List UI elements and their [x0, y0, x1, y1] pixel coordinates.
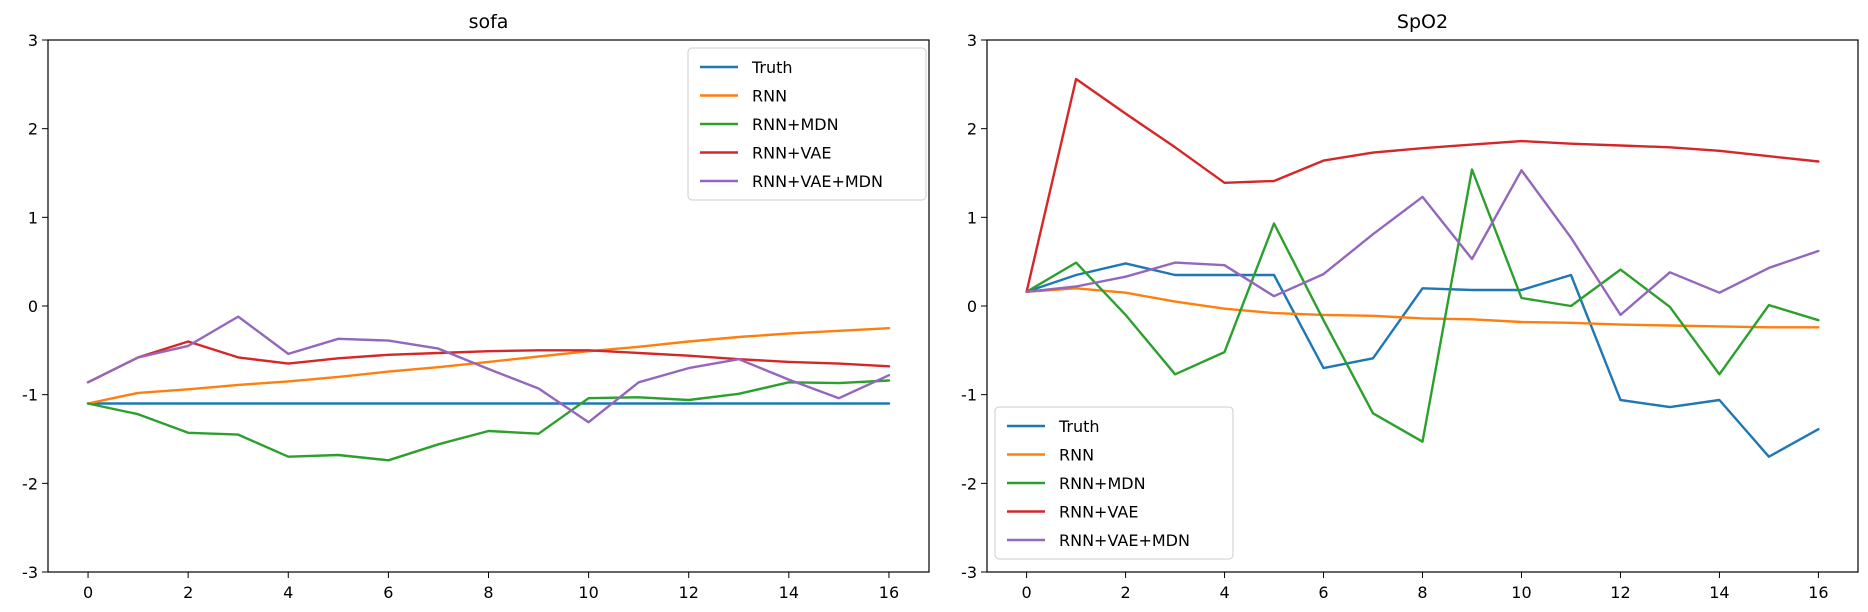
chart-2-xtick-label: 2 — [1120, 583, 1130, 602]
chart-2-legend-label: RNN+VAE+MDN — [1059, 531, 1190, 550]
chart-2-xtick-label: 14 — [1709, 583, 1729, 602]
chart-2-legend: Truth RNN RNN+MDN RNN+VAE RNN+VAE+MDN — [994, 406, 1234, 560]
chart-2-legend-label: RNN+MDN — [1059, 474, 1146, 493]
chart-1-xtick-label: 6 — [383, 583, 393, 602]
chart-1-ytick-label: 2 — [28, 120, 38, 139]
chart-2-series-rnn-vae-mdn — [1025, 169, 1820, 317]
chart-1-xtick-label: 0 — [83, 583, 93, 602]
chart-1-legend-label: RNN+VAE — [752, 144, 831, 163]
chart-1-ytick-label: 1 — [28, 208, 38, 227]
chart-2-title: SpO2 — [1397, 11, 1448, 33]
chart-1-ytick-label: 3 — [28, 31, 38, 50]
chart-2-ytick-label: 1 — [967, 208, 977, 227]
chart-2-legend-label: RNN+VAE — [1059, 503, 1138, 522]
chart-1-legend-label: RNN+VAE+MDN — [752, 172, 883, 191]
chart-2-xtick-label: 6 — [1318, 583, 1328, 602]
chart-2-legend-label: RNN — [1059, 446, 1094, 465]
chart-2-ytick-label: 0 — [967, 297, 977, 316]
chart-2-xtick-label: 0 — [1021, 583, 1031, 602]
chart-2-ytick-label: -3 — [961, 563, 977, 582]
chart-1-ytick-label: 0 — [28, 297, 38, 316]
chart-1-xtick-label: 8 — [483, 583, 493, 602]
chart-2-ytick-label: -1 — [961, 386, 977, 405]
chart-2-series-truth — [1025, 262, 1820, 458]
chart-1-series-rnn-vae-mdn — [86, 315, 891, 424]
chart-1-series-rnn — [86, 327, 891, 405]
chart-2-ytick-label: 2 — [967, 120, 977, 139]
chart-1-title: sofa — [469, 11, 509, 33]
chart-2-series-rnn — [1025, 287, 1820, 329]
chart-1-xtick-label: 10 — [578, 583, 598, 602]
chart-1-series-rnn-mdn — [86, 379, 891, 462]
chart-2-legend-label: Truth — [1058, 417, 1100, 436]
chart-1-legend-label: Truth — [751, 58, 793, 77]
chart-2-xtick-label: 4 — [1219, 583, 1229, 602]
chart-2-xtick-label: 8 — [1417, 583, 1427, 602]
chart-1-ytick-label: -2 — [22, 474, 38, 493]
chart-2-ytick-label: -2 — [961, 474, 977, 493]
chart-2-series-rnn-vae — [1025, 77, 1820, 293]
chart-1-series-rnn-vae — [86, 340, 891, 384]
chart-1-ytick-label: -1 — [22, 386, 38, 405]
chart-1-xtick-label: 14 — [779, 583, 799, 602]
chart-2-ytick-label: 3 — [967, 31, 977, 50]
chart-1-legend: Truth RNN RNN+MDN RNN+VAE RNN+VAE+MDN — [687, 47, 927, 201]
chart-1-legend-label: RNN — [752, 87, 787, 106]
chart-2-legend-box — [994, 406, 1234, 560]
chart-1-xtick-label: 12 — [679, 583, 699, 602]
chart-1-legend-label: RNN+MDN — [752, 115, 839, 134]
chart-2-xtick-label: 10 — [1511, 583, 1531, 602]
chart-1-xtick-label: 2 — [183, 583, 193, 602]
chart-2-xtick-label: 12 — [1610, 583, 1630, 602]
chart-2-series-rnn-mdn — [1025, 168, 1820, 443]
chart-1-xtick-label: 4 — [283, 583, 293, 602]
chart-1-ytick-label: -3 — [22, 563, 38, 582]
chart-1-xtick-label: 16 — [879, 583, 899, 602]
chart-1-legend-box — [687, 47, 927, 201]
chart-2-xtick-label: 16 — [1808, 583, 1828, 602]
